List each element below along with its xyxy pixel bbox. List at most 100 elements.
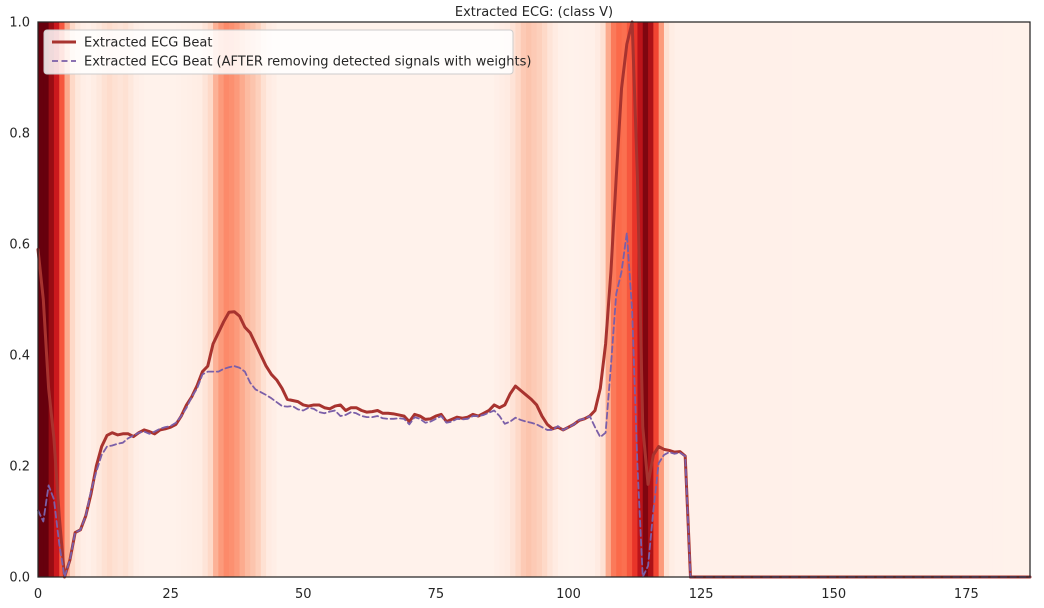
heat-band [91,22,97,577]
y-tick-label: 0.2 [9,460,30,475]
heat-band [642,22,649,577]
heat-band [992,22,999,577]
x-tick-label: 50 [295,587,312,602]
heat-band [165,22,172,577]
heat-band [213,22,219,577]
heat-band [366,22,373,577]
heat-band [685,22,692,577]
heat-band [589,22,596,577]
heat-band [939,22,946,577]
heat-band [987,22,994,577]
heat-band [717,22,723,577]
heat-band [945,22,952,577]
heat-band [112,22,119,577]
x-tick-label: 0 [34,587,42,602]
heat-band [658,22,665,577]
heat-band [372,22,379,577]
heat-band [223,22,230,577]
heat-band [547,22,554,577]
x-tick-label: 150 [821,587,846,602]
heat-band [207,22,214,577]
heat-band [319,22,326,577]
heat-band [446,22,453,577]
heat-band [669,22,676,577]
heat-band [393,22,400,577]
heat-band [526,22,532,577]
series-removed-line [37,232,1031,578]
heat-band [971,22,978,577]
heat-band [457,22,463,577]
heat-band [138,22,145,577]
heat-band [292,22,299,577]
y-tick-label: 0.8 [9,127,30,142]
heat-band [579,22,585,577]
heat-band [186,22,193,577]
heat-band [154,22,161,577]
heat-band [483,22,490,577]
heat-band [451,22,458,577]
heat-band [557,22,564,577]
heat-band [918,22,925,577]
heat-band [350,22,357,577]
heat-band [117,22,124,577]
heat-band [754,22,761,577]
heat-band [706,22,713,577]
heat-band [218,22,225,577]
heat-band [340,22,347,577]
x-tick-label: 125 [689,587,714,602]
heat-band [43,22,50,577]
heat-band [202,22,209,577]
heat-band [149,22,156,577]
heat-band [435,22,442,577]
heat-band [722,22,729,577]
heat-band [494,22,501,577]
heat-band [313,22,320,577]
heat-band [1014,22,1020,577]
heat-band [849,22,856,577]
heat-band [499,22,506,577]
y-tick-label: 0.4 [9,349,30,364]
heat-band [197,22,204,577]
heat-band [870,22,877,577]
heat-band [361,22,368,577]
heat-band [510,22,517,577]
heat-band [632,22,639,577]
heat-band [472,22,479,577]
heat-band [775,22,782,577]
series-lines [36,20,1032,579]
heat-band [133,22,140,577]
heat-band [738,22,745,577]
heat-band [144,22,151,577]
heat-band [462,22,469,577]
heat-band [430,22,437,577]
heat-band [727,22,734,577]
heat-band [59,22,66,577]
heat-band [175,22,182,577]
heat-band [1019,22,1026,577]
heat-band [595,22,601,577]
heat-band [398,22,405,577]
heat-band [844,22,851,577]
x-axis: 0 25 50 75 100 125 150 175 [34,587,979,602]
heat-band [1003,22,1010,577]
heat-band [345,22,352,577]
heatmap-background [38,22,1031,577]
heat-band [823,22,830,577]
heat-band [982,22,989,577]
heat-band [913,22,920,577]
heat-band [780,22,787,577]
heat-band [1008,22,1015,577]
heat-band [568,22,575,577]
heat-band [616,22,623,577]
heat-band [770,22,776,577]
heat-band [260,22,267,577]
heat-band [80,22,87,577]
heat-band [101,22,108,577]
heat-band [276,22,283,577]
heat-band [48,22,55,577]
heat-band [600,22,607,577]
heat-band [419,22,426,577]
heat-band [38,22,44,577]
heat-band [812,22,819,577]
